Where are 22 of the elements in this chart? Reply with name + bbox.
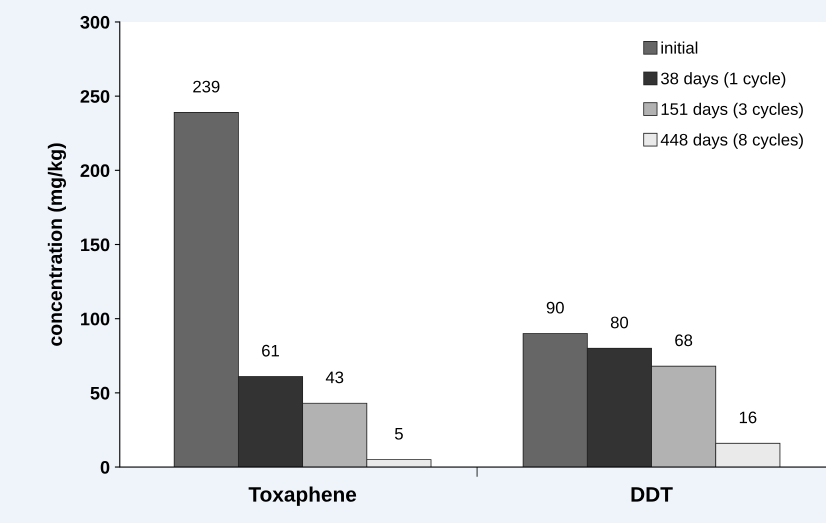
x-tick-label: Toxaphene xyxy=(248,486,356,506)
y-tick-label: 0 xyxy=(100,460,110,474)
data-label: 61 xyxy=(262,344,279,357)
y-tick-label: 250 xyxy=(80,90,110,103)
y-axis-title: concentration (mg/kg) xyxy=(48,143,66,346)
y-tick-label: 200 xyxy=(80,164,110,178)
legend-label: 151 days (3 cycles) xyxy=(662,102,803,118)
legend-label: 448 days (8 cycles) xyxy=(660,133,803,149)
data-label: 90 xyxy=(546,302,564,314)
data-label: 16 xyxy=(740,412,756,424)
data-label: 43 xyxy=(326,371,344,384)
y-tick-label: 300 xyxy=(80,16,110,29)
data-label: 239 xyxy=(193,80,220,93)
data-label: 80 xyxy=(610,316,628,328)
legend-label: initial xyxy=(661,42,698,54)
y-tick-label: 100 xyxy=(81,312,110,326)
legend-label: 38 days (1 cycle) xyxy=(661,72,786,88)
data-label: 5 xyxy=(394,428,403,440)
y-tick-label: 150 xyxy=(81,238,110,252)
x-tick-label: DDT xyxy=(632,487,673,502)
y-tick-label: 50 xyxy=(90,386,110,400)
data-label: 68 xyxy=(675,334,692,346)
